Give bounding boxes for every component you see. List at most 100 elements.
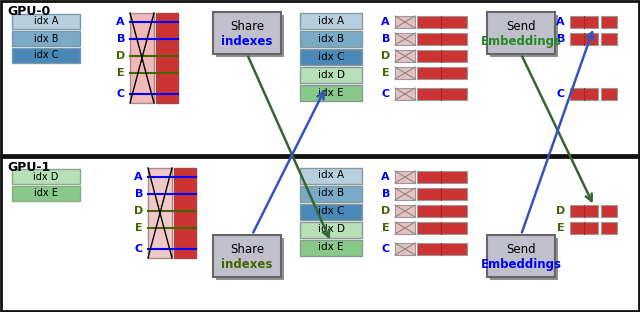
- Bar: [417, 50, 467, 62]
- Bar: [300, 168, 362, 184]
- Bar: [601, 222, 617, 234]
- Bar: [570, 205, 598, 217]
- Bar: [300, 49, 362, 65]
- Bar: [300, 31, 362, 47]
- Text: indexes: indexes: [221, 258, 273, 271]
- Text: idx D: idx D: [317, 70, 344, 80]
- Bar: [395, 67, 415, 79]
- Bar: [570, 88, 598, 100]
- Bar: [395, 188, 415, 200]
- Bar: [300, 240, 362, 256]
- Bar: [395, 50, 415, 62]
- Text: E: E: [117, 68, 125, 78]
- Text: GPU-0: GPU-0: [7, 5, 51, 18]
- Bar: [490, 15, 558, 57]
- Bar: [570, 33, 598, 45]
- Text: idx E: idx E: [34, 188, 58, 198]
- Bar: [156, 13, 178, 103]
- Text: Send: Send: [506, 243, 536, 256]
- Text: idx A: idx A: [34, 17, 58, 27]
- Text: A: A: [134, 172, 143, 182]
- Text: D: D: [381, 51, 390, 61]
- Bar: [417, 205, 467, 217]
- Bar: [490, 238, 558, 280]
- Text: idx A: idx A: [318, 16, 344, 26]
- Text: D: D: [381, 206, 390, 216]
- Text: idx E: idx E: [318, 242, 344, 252]
- Bar: [216, 238, 284, 280]
- Bar: [12, 48, 80, 63]
- Text: idx D: idx D: [33, 172, 59, 182]
- Bar: [417, 171, 467, 183]
- Text: D: D: [116, 51, 125, 61]
- Text: idx E: idx E: [318, 87, 344, 97]
- Text: idx B: idx B: [318, 33, 344, 43]
- Bar: [395, 88, 415, 100]
- Text: idx C: idx C: [34, 51, 58, 61]
- Bar: [487, 12, 555, 54]
- Bar: [12, 169, 80, 184]
- Bar: [395, 205, 415, 217]
- Bar: [395, 222, 415, 234]
- Bar: [601, 33, 617, 45]
- Text: D: D: [556, 206, 565, 216]
- Bar: [601, 205, 617, 217]
- Text: C: C: [557, 89, 565, 99]
- Bar: [417, 67, 467, 79]
- Bar: [395, 33, 415, 45]
- Bar: [12, 186, 80, 201]
- Bar: [300, 222, 362, 238]
- Bar: [12, 14, 80, 29]
- Bar: [300, 186, 362, 202]
- Text: B: B: [134, 189, 143, 199]
- Bar: [601, 88, 617, 100]
- Text: A: A: [556, 17, 565, 27]
- Text: C: C: [382, 244, 390, 254]
- Bar: [1, 1, 639, 155]
- Text: E: E: [557, 223, 565, 233]
- Text: Share: Share: [230, 243, 264, 256]
- Text: idx B: idx B: [318, 188, 344, 198]
- Text: A: A: [381, 172, 390, 182]
- Text: Send: Send: [506, 20, 536, 33]
- Bar: [417, 33, 467, 45]
- Bar: [213, 12, 281, 54]
- Bar: [213, 235, 281, 277]
- Bar: [417, 88, 467, 100]
- Text: idx A: idx A: [318, 170, 344, 181]
- Text: C: C: [117, 89, 125, 99]
- Text: GPU-1: GPU-1: [7, 161, 51, 174]
- Bar: [487, 235, 555, 277]
- Bar: [570, 16, 598, 28]
- Text: D: D: [134, 206, 143, 216]
- Bar: [417, 188, 467, 200]
- Text: E: E: [382, 68, 390, 78]
- Text: A: A: [116, 17, 125, 27]
- Bar: [300, 67, 362, 83]
- Bar: [12, 31, 80, 46]
- Bar: [300, 13, 362, 29]
- Bar: [570, 222, 598, 234]
- Bar: [1, 157, 639, 311]
- Text: Embeddings: Embeddings: [481, 35, 561, 48]
- Bar: [395, 171, 415, 183]
- Text: idx C: idx C: [318, 207, 344, 217]
- Text: A: A: [381, 17, 390, 27]
- Text: C: C: [382, 89, 390, 99]
- Text: indexes: indexes: [221, 35, 273, 48]
- Text: B: B: [381, 189, 390, 199]
- Bar: [417, 16, 467, 28]
- Text: Share: Share: [230, 20, 264, 33]
- Text: idx B: idx B: [34, 33, 58, 43]
- Bar: [174, 168, 196, 258]
- Text: C: C: [135, 244, 143, 254]
- Bar: [417, 222, 467, 234]
- Text: B: B: [557, 34, 565, 44]
- Bar: [300, 85, 362, 101]
- Bar: [130, 13, 154, 103]
- Bar: [148, 168, 172, 258]
- Bar: [216, 15, 284, 57]
- Bar: [395, 16, 415, 28]
- Text: B: B: [116, 34, 125, 44]
- Text: E: E: [136, 223, 143, 233]
